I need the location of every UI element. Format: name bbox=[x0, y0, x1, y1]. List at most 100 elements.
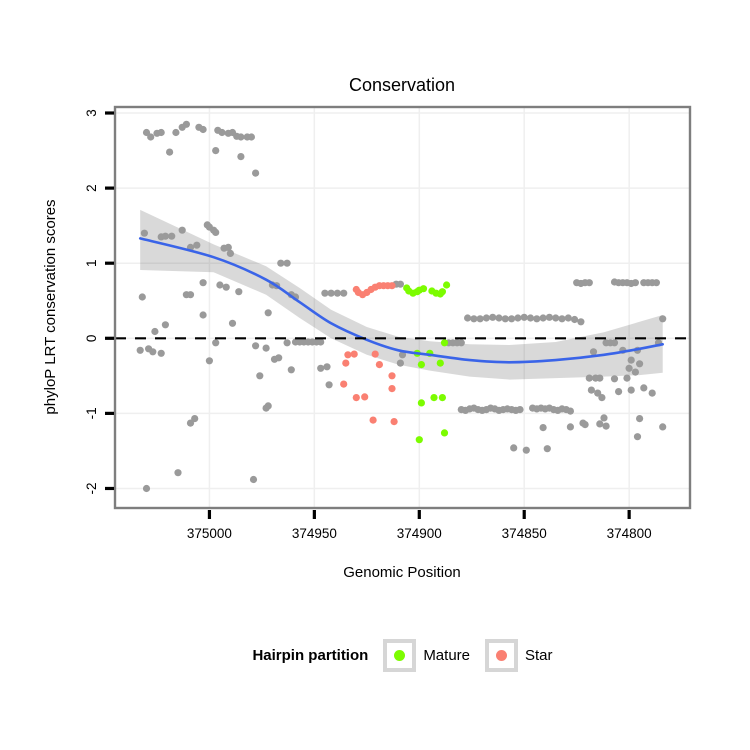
panel-border bbox=[113, 105, 692, 510]
point-other bbox=[182, 120, 190, 128]
point-mature bbox=[440, 339, 449, 347]
point-mature bbox=[417, 361, 425, 369]
point-mature bbox=[438, 394, 446, 402]
point-other bbox=[323, 363, 331, 371]
x-tick-label: 375000 bbox=[187, 526, 232, 541]
point-other bbox=[256, 372, 264, 380]
plot-panel bbox=[115, 107, 690, 508]
point-other bbox=[558, 315, 566, 323]
point-other bbox=[277, 259, 285, 267]
point-other bbox=[625, 364, 633, 372]
legend: Hairpin partition Mature Star bbox=[115, 636, 690, 674]
point-other bbox=[543, 445, 551, 453]
chart-title: Conservation bbox=[349, 75, 455, 95]
point-other bbox=[172, 128, 180, 137]
point-other bbox=[174, 469, 182, 477]
point-other bbox=[151, 327, 159, 336]
point-other bbox=[216, 281, 224, 289]
point-star bbox=[388, 385, 396, 393]
x-tick-label: 374950 bbox=[292, 526, 337, 541]
y-tick-label: 0 bbox=[84, 335, 99, 343]
point-other bbox=[317, 364, 325, 372]
point-other bbox=[178, 226, 186, 234]
point-other bbox=[571, 315, 579, 324]
point-other bbox=[594, 389, 602, 397]
point-other bbox=[186, 419, 195, 427]
point-star bbox=[342, 359, 350, 367]
point-other bbox=[193, 241, 201, 249]
point-other bbox=[476, 315, 484, 323]
point-other bbox=[636, 360, 644, 368]
point-other bbox=[205, 357, 213, 365]
x-axis-title: Genomic Position bbox=[343, 564, 461, 581]
point-other bbox=[627, 386, 635, 394]
point-mature bbox=[438, 288, 446, 296]
point-star bbox=[361, 393, 369, 401]
point-star bbox=[375, 361, 383, 369]
point-other bbox=[287, 366, 295, 374]
point-other bbox=[508, 315, 516, 323]
point-other bbox=[585, 374, 593, 382]
point-other bbox=[237, 133, 245, 141]
point-other bbox=[321, 289, 329, 297]
y-tick-label: 3 bbox=[84, 109, 99, 117]
point-other bbox=[224, 243, 232, 251]
point-other bbox=[142, 128, 151, 137]
point-other bbox=[396, 359, 404, 367]
y-tick-label: 1 bbox=[84, 259, 99, 267]
point-other bbox=[247, 133, 255, 141]
point-other bbox=[514, 314, 522, 322]
point-other bbox=[600, 414, 608, 422]
point-other bbox=[633, 433, 642, 441]
point-other bbox=[147, 133, 155, 141]
point-other bbox=[610, 375, 619, 383]
point-other bbox=[161, 232, 169, 240]
point-other bbox=[489, 313, 497, 321]
x-tick-label: 374800 bbox=[607, 526, 652, 541]
point-other bbox=[526, 314, 535, 322]
y-tick-label: -1 bbox=[84, 407, 99, 419]
point-other bbox=[652, 279, 661, 287]
point-other bbox=[168, 232, 176, 240]
point-star bbox=[340, 380, 348, 388]
point-other bbox=[222, 283, 230, 291]
point-other bbox=[482, 314, 490, 322]
point-other bbox=[598, 394, 606, 402]
x-tick-label: 374850 bbox=[502, 526, 547, 541]
point-other bbox=[157, 349, 165, 357]
point-other bbox=[640, 384, 648, 392]
point-other bbox=[327, 289, 335, 297]
point-other bbox=[659, 315, 667, 323]
point-other bbox=[457, 339, 465, 347]
point-other bbox=[249, 475, 258, 484]
point-other bbox=[539, 314, 547, 322]
point-other bbox=[470, 315, 478, 323]
point-other bbox=[522, 446, 530, 454]
point-star bbox=[369, 416, 377, 424]
point-other bbox=[262, 344, 270, 352]
chart-canvas: Conservation 375000 374950 374900 374850 374… bbox=[42, 75, 692, 581]
point-other bbox=[140, 229, 148, 237]
point-other bbox=[317, 338, 325, 346]
legend-key-box bbox=[383, 638, 417, 672]
point-other bbox=[325, 381, 333, 389]
point-other bbox=[138, 293, 146, 301]
point-other bbox=[136, 346, 144, 354]
point-other bbox=[602, 422, 610, 430]
point-other bbox=[283, 339, 291, 347]
point-other bbox=[252, 342, 260, 350]
point-other bbox=[585, 279, 593, 287]
legend-label-star: Star bbox=[525, 646, 553, 664]
point-other bbox=[396, 280, 404, 288]
point-other bbox=[199, 311, 207, 319]
legend-label-mature: Mature bbox=[423, 646, 470, 664]
point-star bbox=[388, 282, 396, 290]
point-other bbox=[157, 128, 165, 137]
point-other bbox=[636, 415, 644, 423]
point-other bbox=[610, 339, 619, 347]
point-other bbox=[235, 288, 243, 296]
x-tick-label: 374900 bbox=[397, 526, 442, 541]
mature-dot-icon bbox=[394, 649, 406, 661]
point-other bbox=[218, 128, 226, 137]
point-mature bbox=[415, 436, 423, 444]
